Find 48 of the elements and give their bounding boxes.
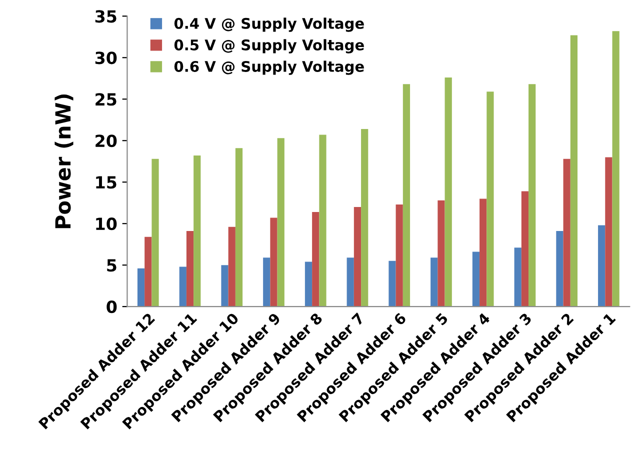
y-tick-label: 35 [95, 10, 116, 23]
bar [612, 31, 620, 307]
bar [361, 128, 368, 307]
bar [402, 84, 410, 307]
bar [137, 268, 145, 307]
bar [388, 260, 396, 307]
bar [480, 198, 487, 307]
y-tick-label: 10 [96, 218, 117, 230]
legend-label: 0.4 V @ Supply Voltage [174, 18, 364, 32]
bar [235, 148, 243, 307]
bar [194, 156, 201, 307]
bar [598, 225, 606, 307]
bar [396, 204, 403, 307]
bar [228, 226, 236, 307]
bar [444, 78, 452, 307]
bar [514, 248, 522, 307]
bar [472, 252, 480, 307]
bar [438, 200, 445, 307]
y-tick-label: 5 [107, 259, 116, 272]
bar [528, 84, 536, 307]
y-tick-label: 0 [106, 300, 117, 314]
bar [277, 138, 284, 307]
y-tick-label: 30 [95, 52, 117, 64]
legend-label: 0.5 V @ Supply Voltage [174, 39, 364, 54]
bar [354, 206, 362, 307]
bar [570, 35, 578, 307]
bar [319, 134, 326, 307]
bar [152, 158, 159, 307]
legend-label: 0.6 V @ Supply Voltage [174, 60, 364, 75]
bar [430, 258, 438, 307]
y-tick-label: 15 [96, 176, 116, 189]
bar [312, 212, 320, 307]
bar [521, 191, 529, 307]
bar [263, 258, 270, 307]
bar [304, 262, 312, 307]
bar [144, 236, 152, 307]
bar [346, 258, 354, 307]
bar [486, 92, 494, 307]
bar [605, 157, 612, 307]
bar [556, 231, 564, 307]
bar [221, 265, 228, 307]
y-tick-label: 20 [96, 134, 117, 148]
y-axis-title: Power (nW) [54, 94, 74, 228]
y-tick-label: 25 [96, 93, 116, 106]
bar [270, 218, 278, 307]
bar [179, 266, 186, 307]
bar [186, 231, 194, 307]
bar [563, 158, 570, 307]
